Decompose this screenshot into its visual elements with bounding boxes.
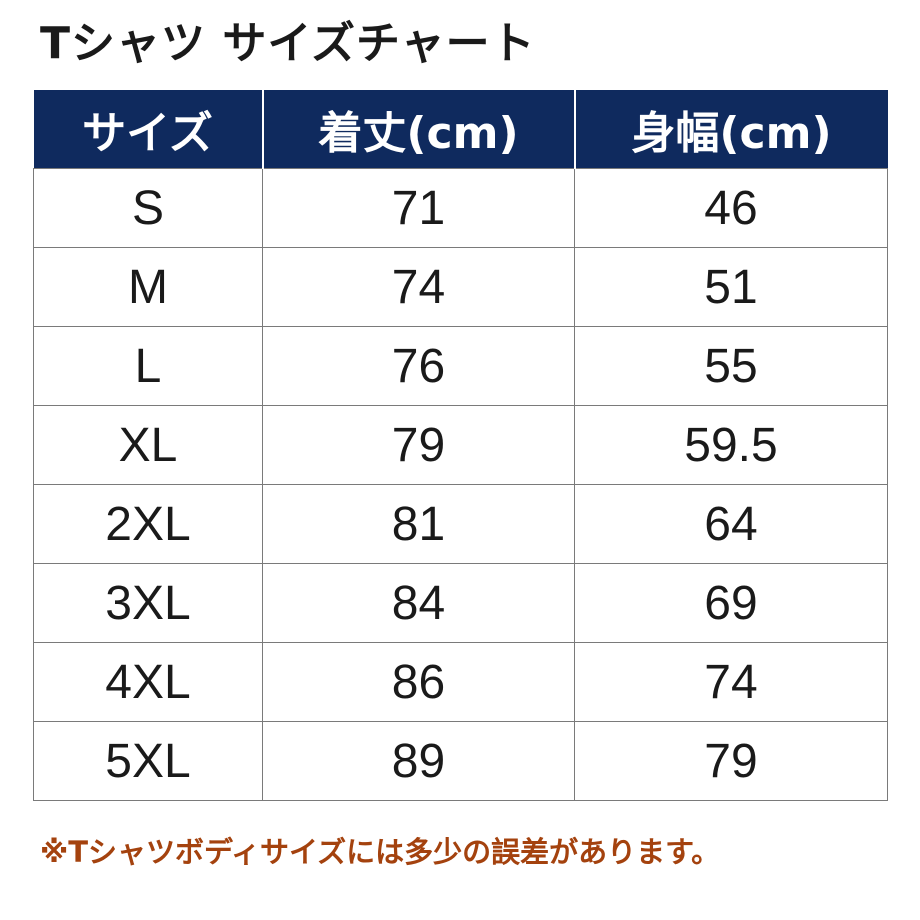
column-header-size: サイズ <box>33 90 263 169</box>
length-cell: 71 <box>262 168 575 248</box>
length-cell: 86 <box>262 642 575 722</box>
table-row: 3XL 84 69 <box>33 563 888 643</box>
size-cell: 3XL <box>33 563 263 643</box>
size-chart-table: サイズ 着丈(cm) 身幅(cm) S 71 46 M 74 51 L 76 5… <box>33 90 888 801</box>
column-header-length: 着丈(cm) <box>261 90 575 169</box>
length-cell: 81 <box>262 484 575 564</box>
table-row: M 74 51 <box>33 247 888 327</box>
table-row: 5XL 89 79 <box>33 721 888 801</box>
size-cell: 5XL <box>33 721 263 801</box>
size-cell: M <box>33 247 263 327</box>
size-cell: 4XL <box>33 642 263 722</box>
size-cell: XL <box>33 405 263 485</box>
table-row: 4XL 86 74 <box>33 642 888 722</box>
size-tolerance-note: ※Tシャツボディサイズには多少の誤差があります。 <box>40 835 721 869</box>
page-title: Tシャツ サイズチャート <box>40 18 536 69</box>
length-cell: 79 <box>262 405 575 485</box>
table-row: XL 79 59.5 <box>33 405 888 485</box>
size-cell: S <box>33 168 263 248</box>
table-row: S 71 46 <box>33 168 888 248</box>
table-row: L 76 55 <box>33 326 888 406</box>
length-cell: 89 <box>262 721 575 801</box>
width-cell: 69 <box>574 563 888 643</box>
width-cell: 46 <box>574 168 888 248</box>
width-cell: 51 <box>574 247 888 327</box>
length-cell: 84 <box>262 563 575 643</box>
table-header-row: サイズ 着丈(cm) 身幅(cm) <box>33 90 888 169</box>
size-cell: L <box>33 326 263 406</box>
length-cell: 76 <box>262 326 575 406</box>
width-cell: 64 <box>574 484 888 564</box>
table-row: 2XL 81 64 <box>33 484 888 564</box>
width-cell: 74 <box>574 642 888 722</box>
column-header-width: 身幅(cm) <box>573 90 888 169</box>
width-cell: 55 <box>574 326 888 406</box>
width-cell: 59.5 <box>574 405 888 485</box>
length-cell: 74 <box>262 247 575 327</box>
size-cell: 2XL <box>33 484 263 564</box>
width-cell: 79 <box>574 721 888 801</box>
